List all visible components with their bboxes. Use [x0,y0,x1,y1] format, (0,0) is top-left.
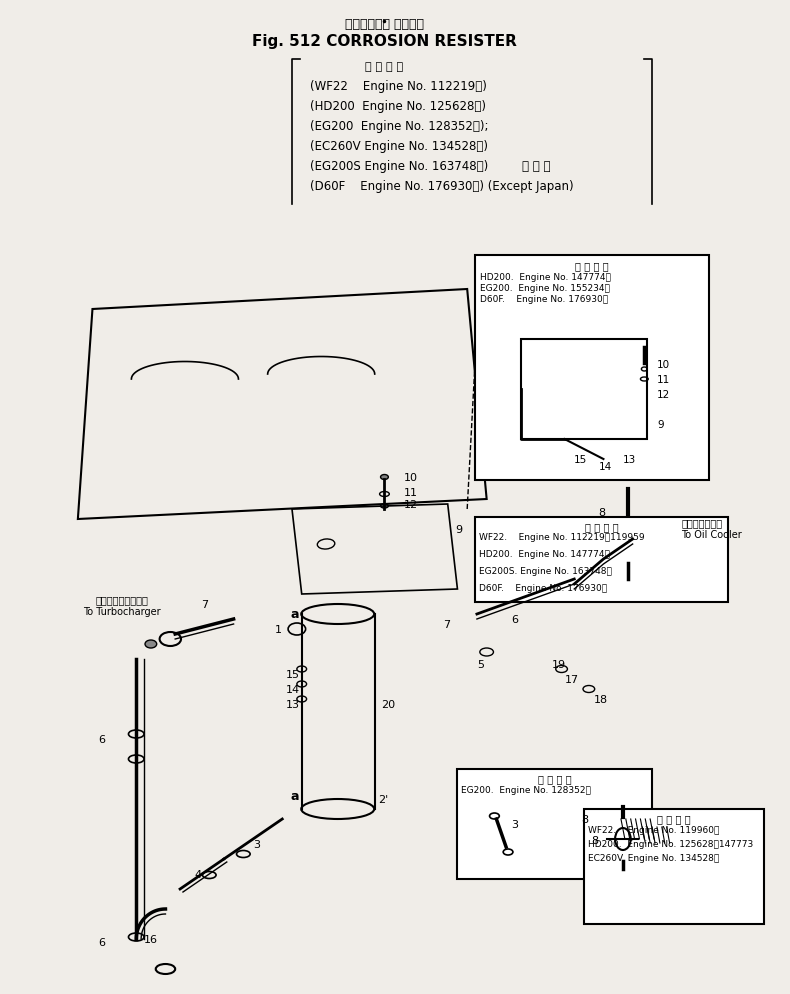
Bar [457,769,652,879]
Text: 16: 16 [144,934,158,944]
Text: 11: 11 [657,375,670,385]
Text: 18: 18 [594,694,608,705]
Text: 6: 6 [98,735,105,745]
Text: 11: 11 [404,487,418,498]
Text: コロージョン レジスタ: コロージョン レジスタ [345,18,424,31]
Text: Fig. 512 CORROSION RESISTER: Fig. 512 CORROSION RESISTER [252,34,517,49]
Text: EG200S. Engine No. 163748～: EG200S. Engine No. 163748～ [479,567,611,576]
Text: オイルクーラへ
To Oil Cooler: オイルクーラへ To Oil Cooler [681,518,742,539]
Text: a: a [290,789,299,802]
Text: 15: 15 [574,454,588,464]
Text: 7: 7 [443,619,450,629]
Text: D60F.    Engine No. 176930～: D60F. Engine No. 176930～ [479,583,607,592]
Bar [584,809,764,924]
Bar [475,255,709,480]
Ellipse shape [145,640,156,648]
Bar [475,518,728,602]
Text: HD200.  Engine No. 125628～147773: HD200. Engine No. 125628～147773 [588,839,753,848]
Text: (EG200S Engine No. 163748～)         海 外 向: (EG200S Engine No. 163748～) 海 外 向 [310,160,550,173]
Text: 6: 6 [98,937,105,947]
Text: 9: 9 [456,525,463,535]
Text: ターボチャージャへ
To Turbocharger: ターボチャージャへ To Turbocharger [83,594,160,616]
Text: 適 用 号 機: 適 用 号 機 [366,62,404,72]
Ellipse shape [381,475,389,480]
Text: 10: 10 [657,360,670,370]
Text: 2': 2' [378,794,388,804]
Text: 15: 15 [286,669,299,679]
Text: 5: 5 [477,659,484,669]
Text: 7: 7 [201,599,208,609]
Text: 8: 8 [581,814,589,824]
Text: 6: 6 [511,614,518,624]
Text: (WF22    Engine No. 112219～): (WF22 Engine No. 112219～) [310,80,487,92]
Text: 適 用 号 機: 適 用 号 機 [656,813,690,823]
Text: 14: 14 [286,684,299,694]
Text: EC260V. Engine No. 134528～: EC260V. Engine No. 134528～ [588,853,719,862]
Text: HD200.  Engine No. 147774～: HD200. Engine No. 147774～ [480,272,611,281]
Text: EG200.  Engine No. 128352～: EG200. Engine No. 128352～ [461,785,591,794]
Text: 12: 12 [404,500,418,510]
Text: 1: 1 [275,624,282,634]
Text: 4: 4 [194,869,201,879]
Text: 3: 3 [511,819,518,829]
Text: 14: 14 [599,461,611,471]
Text: (D60F    Engine No. 176930～) (Except Japan): (D60F Engine No. 176930～) (Except Japan) [310,180,573,193]
Text: (HD200  Engine No. 125628～): (HD200 Engine No. 125628～) [310,100,486,113]
Text: 8: 8 [592,835,599,845]
Text: 8: 8 [598,508,605,518]
Text: WF22.    Engine No. 119960～: WF22. Engine No. 119960～ [588,825,719,834]
Text: 13: 13 [286,700,299,710]
Text: 10: 10 [404,472,418,482]
Text: 9: 9 [657,419,664,429]
Text: 20: 20 [382,700,396,710]
Text: a: a [290,607,299,620]
Text: (EC260V Engine No. 134528～): (EC260V Engine No. 134528～) [310,140,487,153]
Text: HD200.  Engine No. 147774～: HD200. Engine No. 147774～ [479,550,610,559]
Text: 3: 3 [253,839,260,849]
Text: 適 用 号 機: 適 用 号 機 [575,260,608,270]
Text: 19: 19 [552,659,566,669]
Text: EG200.  Engine No. 155234～: EG200. Engine No. 155234～ [480,283,610,292]
Text: 13: 13 [623,454,636,464]
Text: 適 用 号 機: 適 用 号 機 [538,773,572,783]
Text: 12: 12 [657,390,670,400]
Text: (EG200  Engine No. 128352～);: (EG200 Engine No. 128352～); [310,120,488,133]
Text: WF22.    Engine No. 112219～119959: WF22. Engine No. 112219～119959 [479,533,645,542]
Text: 17: 17 [565,674,578,684]
Text: 適 用 号 機: 適 用 号 機 [585,522,619,532]
Text: D60F.    Engine No. 176930～: D60F. Engine No. 176930～ [480,294,608,304]
